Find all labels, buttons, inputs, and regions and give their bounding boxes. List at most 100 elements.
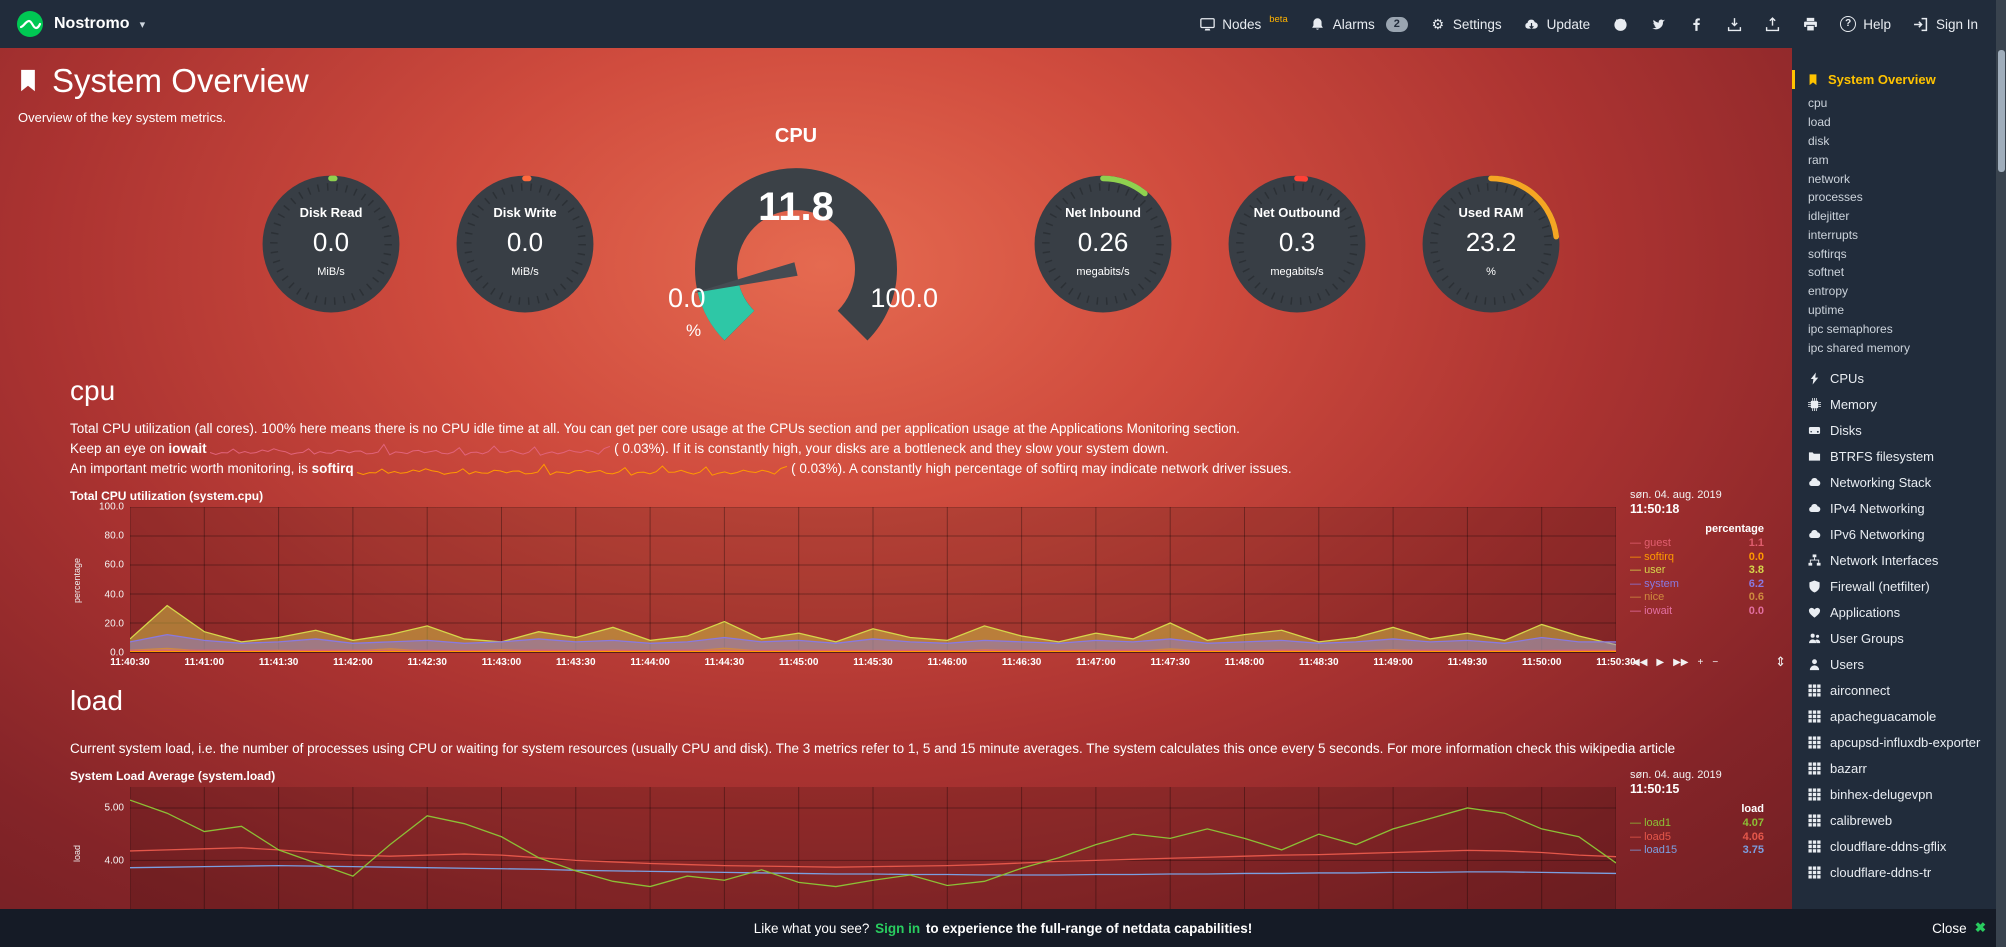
sidebar-item-users[interactable]: Users <box>1792 652 1996 678</box>
sidebar-item-idlejitter[interactable]: idlejitter <box>1808 209 1850 224</box>
sidebar-item-firewall-netfilter[interactable]: Firewall (netfilter) <box>1792 574 1996 600</box>
folder-icon <box>1807 450 1821 463</box>
sidebar-item-entropy[interactable]: entropy <box>1808 284 1849 299</box>
sidebar-item-calibreweb[interactable]: calibreweb <box>1792 808 1996 834</box>
gauge-disk-write[interactable]: Disk Write 0.0 MiB/s <box>450 169 600 319</box>
sidebar-item-apcupsd-influxdb-exporter[interactable]: apcupsd-influxdb-exporter <box>1792 730 1996 756</box>
cpu-gauge-chart[interactable]: CPU 11.8 0.0 100.0 % <box>646 125 946 353</box>
sidebar-item-ipv4-networking[interactable]: IPv4 Networking <box>1792 496 1996 522</box>
sidebar-item-cpus[interactable]: CPUs <box>1792 366 1996 392</box>
sidebar-item-airconnect[interactable]: airconnect <box>1792 678 1996 704</box>
signin-link[interactable]: Sign in <box>875 920 921 936</box>
sidebar-apps: airconnect apacheguacamole apcupsd-influxd… <box>1792 678 1996 886</box>
sidebar-subitems: cpu load disk ram network processes idlejitter… <box>1792 94 1996 357</box>
gauges-right-group: Net Inbound 0.26 megabits/s Net Outbound… <box>1006 169 1588 319</box>
cpu-utilization-chart[interactable]: Total CPU utilization (system.cpu) perce… <box>70 489 1788 671</box>
sidebar-item-memory[interactable]: Memory <box>1792 392 1996 418</box>
sidebar-item-btrfs-filesystem[interactable]: BTRFS filesystem <box>1792 444 1996 470</box>
settings-button[interactable]: ⚙ Settings <box>1431 16 1502 32</box>
sidebar-item-cpu[interactable]: cpu <box>1808 96 1828 111</box>
alarms-count-badge: 2 <box>1385 16 1408 32</box>
sidebar-item-disk[interactable]: disk <box>1808 133 1830 148</box>
sidebar-item-network[interactable]: network <box>1808 171 1851 186</box>
scrollbar-thumb[interactable] <box>1997 50 2005 172</box>
chart-toolbox: ◀◀ ▶ ▶▶ + − ⇕ <box>1632 654 1786 670</box>
sidebar-item-processes[interactable]: processes <box>1808 190 1863 205</box>
signin-button[interactable]: Sign In <box>1913 16 1978 32</box>
users-icon <box>1807 632 1821 645</box>
sidebar-item-cloudflare-ddns-gflix[interactable]: cloudflare-ddns-gflix <box>1792 834 1996 860</box>
sidebar-item-binhex-delugevpn[interactable]: binhex-delugevpn <box>1792 782 1996 808</box>
gauge-disk-read[interactable]: Disk Read 0.0 MiB/s <box>256 169 406 319</box>
sidebar-item-ipv6-networking[interactable]: IPv6 Networking <box>1792 522 1996 548</box>
sidebar-item-system-overview[interactable]: System Overview <box>1792 70 1996 89</box>
gauges-left-group: Disk Read 0.0 MiB/s Disk Write 0.0 MiB/s <box>234 169 622 319</box>
play-button[interactable]: ▶ <box>1656 656 1665 668</box>
pan-forward-button[interactable]: ▶▶ <box>1673 656 1689 668</box>
sidebar-item-cloudflare-ddns-tr[interactable]: cloudflare-ddns-tr <box>1792 860 1996 886</box>
sidebar-item-load[interactable]: load <box>1808 115 1831 130</box>
monitor-icon <box>1199 16 1215 32</box>
topbar-actions: Nodes beta Alarms 2 ⚙ Settings Update ? … <box>1199 14 1978 32</box>
zoom-out-button[interactable]: − <box>1712 656 1719 668</box>
node-selector[interactable]: Nostromo ▾ <box>16 10 145 38</box>
sidebar-item-uptime[interactable]: uptime <box>1808 302 1845 317</box>
update-button[interactable]: Update <box>1524 16 1590 32</box>
load-average-chart[interactable]: System Load Average (system.load) load 3… <box>70 769 1788 909</box>
softirq-sparkline-chart[interactable] <box>357 462 788 477</box>
bell-icon <box>1310 16 1326 32</box>
sidebar-item-softnet[interactable]: softnet <box>1808 265 1845 280</box>
sidebar-item-softirqs[interactable]: softirqs <box>1808 246 1847 261</box>
close-banner-button[interactable]: Close ✖ <box>1932 920 1986 936</box>
zoom-in-button[interactable]: + <box>1697 656 1704 668</box>
sidebar-item-disks[interactable]: Disks <box>1792 418 1996 444</box>
cpu-gauge-min: 0.0 <box>668 283 706 313</box>
print-button[interactable] <box>1802 16 1818 32</box>
plot-area[interactable] <box>130 787 1616 909</box>
pan-backward-button[interactable]: ◀◀ <box>1632 656 1648 668</box>
sidebar-item-network-interfaces[interactable]: Network Interfaces <box>1792 548 1996 574</box>
cpu-gauge-value: 11.8 <box>758 185 834 229</box>
facebook-button[interactable] <box>1688 16 1704 32</box>
github-button[interactable] <box>1612 16 1628 32</box>
resize-handle-icon[interactable]: ⇕ <box>1775 654 1786 669</box>
legend-rows: guest1.1softirq0.0user3.8system6.2nice0.… <box>1630 537 1788 618</box>
x-tick-labels: 11:40:30 11:41:00 11:41:30 11:42:00 11:42:30… <box>110 657 1636 668</box>
sidebar-item-ipc-semaphores[interactable]: ipc semaphores <box>1808 321 1893 336</box>
top-navigation-bar: Nostromo ▾ Nodes beta Alarms 2 ⚙ Setting… <box>0 0 2006 48</box>
import-snapshot-button[interactable] <box>1764 16 1780 32</box>
export-snapshot-button[interactable] <box>1726 16 1742 32</box>
gauge-used-ram[interactable]: Used RAM 23.2 % <box>1416 169 1566 319</box>
alarms-button[interactable]: Alarms 2 <box>1310 16 1408 32</box>
chart-legend: søn. 04. aug. 2019 11:50:15 load load14.… <box>1624 769 1788 909</box>
twitter-button[interactable] <box>1650 16 1666 32</box>
load-section: load Current system load, i.e. the numbe… <box>70 685 1788 909</box>
iowait-sparkline-chart[interactable] <box>210 442 611 457</box>
sidebar-item-apacheguacamole[interactable]: apacheguacamole <box>1792 704 1996 730</box>
cpu-gauge-unit: % <box>686 321 702 340</box>
download-icon <box>1726 16 1742 32</box>
plot-area[interactable] <box>130 507 1616 653</box>
gauge-net-outbound[interactable]: Net Outbound 0.3 megabits/s <box>1222 169 1372 319</box>
sidebar-item-user-groups[interactable]: User Groups <box>1792 626 1996 652</box>
page-scrollbar[interactable] <box>1996 0 2006 947</box>
help-button[interactable]: ? Help <box>1840 16 1891 32</box>
gauge-net-inbound[interactable]: Net Inbound 0.26 megabits/s <box>1028 169 1178 319</box>
sidebar-item-applications[interactable]: Applications <box>1792 600 1996 626</box>
nodes-button[interactable]: Nodes beta <box>1199 14 1288 32</box>
sidebar-item-ipc-shared-memory[interactable]: ipc shared memory <box>1808 340 1911 355</box>
sidebar-item-interrupts[interactable]: interrupts <box>1808 227 1859 242</box>
sidebar-item-ram[interactable]: ram <box>1808 152 1829 167</box>
sidebar-item-bazarr[interactable]: bazarr <box>1792 756 1996 782</box>
page-title: System Overview <box>52 62 309 99</box>
sidebar-item-networking-stack[interactable]: Networking Stack <box>1792 470 1996 496</box>
